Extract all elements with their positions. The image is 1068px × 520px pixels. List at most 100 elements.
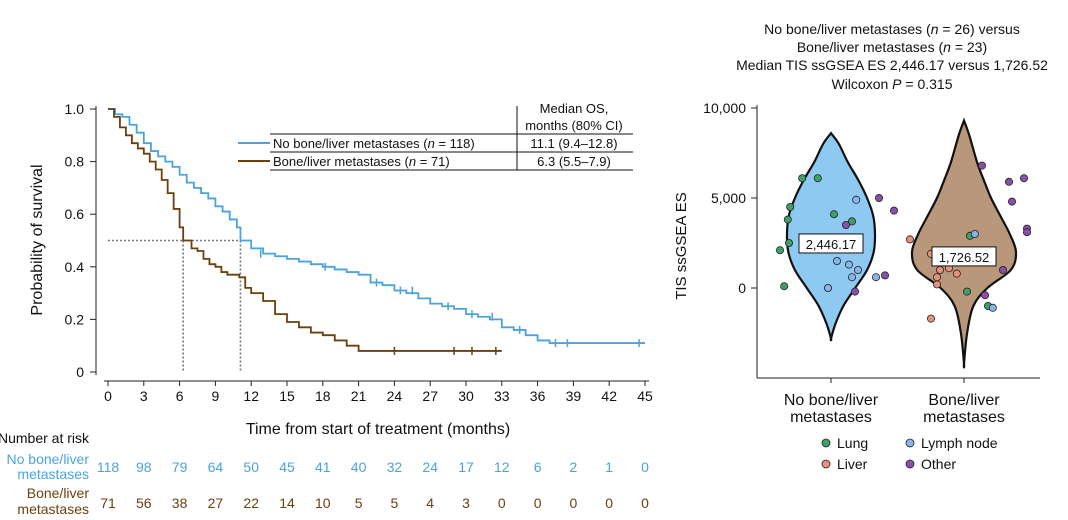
km-xtick-label: 27 [422, 388, 438, 404]
km-xtick-label: 42 [601, 388, 617, 404]
risk-value-a: 32 [387, 459, 403, 475]
km-chart: 00.20.40.60.81.00 3 6 9 12 15 18 21 24 27 30 33 36 39… [0, 101, 653, 517]
point-lymph [988, 303, 997, 312]
legend-label-other: Other [921, 456, 956, 472]
km-ytick-label: 0.6 [65, 206, 85, 222]
legend-marker-lung [821, 438, 831, 448]
legend-label-lymph: Lymph node [921, 435, 998, 451]
km-xlabel: Time from start of treatment (months) [246, 421, 510, 438]
point-liver [933, 273, 942, 282]
violin-cat-b-2: metastases [923, 409, 1005, 426]
risk-value-b: 38 [172, 495, 188, 511]
risk-table: Number at risk No bone/liver metastases … [0, 430, 649, 517]
risk-value-a: 2 [570, 459, 578, 475]
risk-value-b: 5 [355, 495, 363, 511]
km-xtick-label: 9 [212, 388, 220, 404]
point-other [999, 265, 1008, 274]
violin-title-line-4: Wilcoxon P = 0.315 [831, 76, 952, 92]
violin-title-line-1: No bone/liver metastases (n = 26) versus [764, 21, 1020, 37]
risk-value-a: 40 [351, 459, 367, 475]
risk-value-b: 3 [462, 495, 470, 511]
risk-value-a: 17 [458, 459, 474, 475]
point-lymph [854, 265, 863, 274]
point-lung [786, 202, 795, 211]
km-xtick-label: 36 [530, 388, 546, 404]
risk-value-b: 0 [570, 495, 578, 511]
risk-label-b-1: Bone/liver [27, 485, 90, 501]
point-liver [927, 314, 936, 323]
km-curve-b [108, 108, 502, 352]
median-box [931, 246, 997, 267]
violin-b [910, 117, 1018, 369]
km-xtick-label: 3 [140, 388, 148, 404]
violin-legend: Lung Lymph node Liver Other [821, 435, 998, 472]
median-label: 2,446.17 [806, 237, 857, 252]
point-lung [848, 217, 857, 226]
legend-label-a: No bone/liver metastases (n = 118) [273, 136, 475, 151]
legend-label-b: Bone/liver metastases (n = 71) [273, 154, 450, 169]
risk-value-a: 50 [243, 459, 259, 475]
km-xtick-label: 6 [176, 388, 184, 404]
km-ytick-label: 0.4 [65, 259, 85, 275]
point-other [1008, 197, 1017, 206]
point-lymph [970, 229, 979, 238]
violin-title-line-2: Bone/liver metastases (n = 23) [797, 39, 987, 55]
risk-value-a: 41 [315, 459, 331, 475]
violin-medians: 2,446.17 1,726.52 [798, 233, 997, 267]
risk-value-a: 64 [208, 459, 224, 475]
km-xtick-label: 24 [387, 388, 403, 404]
point-lung [798, 174, 807, 183]
legend-marker-other [905, 459, 915, 469]
violin-points [776, 161, 1032, 323]
legend-label-lung: Lung [837, 435, 868, 451]
point-lymph [845, 260, 854, 269]
risk-label-b-2: metastases [17, 501, 89, 517]
km-xtick-label: 30 [458, 388, 474, 404]
violin-xlabels: No bone/liver metastases Bone/liver meta… [784, 392, 1005, 426]
legend-median-a: 11.1 (9.4–12.8) [530, 136, 617, 151]
legend-median-b: 6.3 (5.5–7.9) [537, 154, 611, 169]
point-other [1020, 174, 1029, 183]
point-other [1023, 228, 1032, 237]
point-lung [813, 174, 822, 183]
km-legend: Median OS, months (80% CI) No bone/liver… [238, 101, 633, 171]
risk-value-b: 14 [279, 495, 295, 511]
risk-values: 118 98 79 64 50 45 41 40 32 24 17 12 6 2 1 071 56 38 27 22 1… [97, 459, 649, 511]
risk-value-b: 10 [315, 495, 331, 511]
point-lymph [852, 195, 861, 204]
point-other [1005, 177, 1014, 186]
km-ytick-label: 0.2 [65, 311, 85, 327]
risk-value-b: 0 [498, 495, 506, 511]
risk-value-b: 27 [208, 495, 224, 511]
point-lung [780, 282, 789, 291]
point-liver [952, 269, 961, 278]
point-liver [933, 280, 942, 289]
point-lymph [833, 256, 842, 265]
risk-value-b: 22 [243, 495, 259, 511]
violin-cat-a-1: No bone/liver [784, 392, 879, 409]
km-ylabel: Probability of survival [29, 164, 46, 315]
point-lymph [824, 283, 833, 292]
km-median-guides [108, 239, 242, 372]
legend-header-2: months (80% CI) [525, 118, 623, 133]
point-lymph [848, 273, 857, 282]
risk-value-a: 0 [641, 459, 649, 475]
violin-title-line-3: Median TIS ssGSEA ES 2,446.17 versus 1,7… [736, 57, 1048, 73]
violin-axes: 10,000 5,000 0 [703, 100, 1040, 383]
km-ytick-label: 1.0 [65, 101, 85, 117]
km-xtick-label: 12 [243, 388, 259, 404]
point-other [842, 220, 851, 229]
risk-value-a: 24 [422, 459, 438, 475]
median-label: 1,726.52 [939, 250, 990, 265]
violin-title: No bone/liver metastases (n = 26) versus… [736, 21, 1048, 92]
legend-header-1: Median OS, [540, 101, 609, 116]
risk-value-b: 5 [391, 495, 399, 511]
violin-cat-b-1: Bone/liver [928, 392, 1000, 409]
risk-value-a: 6 [534, 459, 542, 475]
km-series [108, 108, 645, 355]
km-xtick-label: 0 [104, 388, 112, 404]
km-axes: 00.20.40.60.81.00 3 6 9 12 15 18 21 24 27 30 33 36 39… [65, 101, 653, 404]
risk-value-a: 79 [172, 459, 188, 475]
point-other [890, 206, 899, 215]
risk-value-b: 4 [426, 495, 434, 511]
